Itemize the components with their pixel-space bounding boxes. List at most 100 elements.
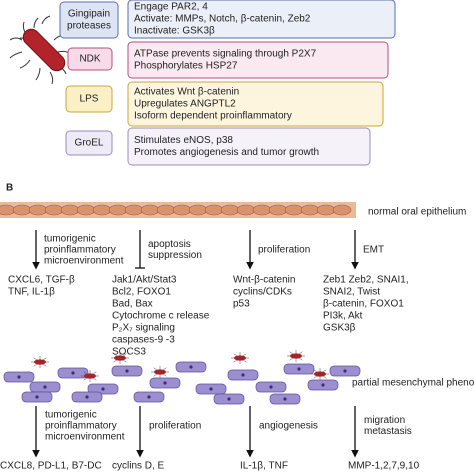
molecule-text: cyclins/CDKs	[233, 287, 292, 298]
effect-text: Stimulates eNOS, p38	[134, 135, 233, 146]
effect-text: Inactivate: GSK3β	[134, 26, 215, 37]
cells	[3, 350, 361, 405]
molecule-text: Bcl2, FOXO1	[112, 287, 171, 298]
epithelial-cell	[300, 204, 320, 216]
mesenchymal-label: partial mesenchymal phenotype	[352, 378, 474, 389]
arrow-label: metastasis	[364, 426, 412, 437]
arrow-label: tumorigenic	[44, 234, 96, 245]
arrow-label: microenvironment	[44, 256, 124, 267]
nucleus	[85, 395, 89, 399]
effect-box	[127, 0, 396, 39]
arrow-label: apoptosis	[148, 239, 191, 250]
agent-name: LPS	[80, 94, 99, 105]
arrow-label: migration	[364, 415, 405, 426]
arrow-label: proinflammatory	[44, 245, 116, 256]
nucleus	[125, 369, 129, 373]
bacterium	[290, 353, 302, 359]
bacterium-icon	[9, 15, 71, 85]
epithelial-cell	[172, 204, 192, 216]
nucleus	[43, 385, 47, 389]
epithelial-cell	[12, 204, 32, 216]
effect-text: Phosphorylates HSP27	[134, 61, 238, 72]
nucleus	[227, 397, 231, 401]
arrow-label: tumorigenic	[45, 410, 97, 421]
agent-name: Gingipain	[68, 9, 110, 20]
nucleus	[101, 387, 105, 391]
molecule-text: SNAI2, Twist	[323, 287, 380, 298]
molecule-text: cyclins D, E	[112, 461, 165, 472]
nucleus	[17, 375, 21, 379]
epithelial-cell	[268, 204, 288, 216]
nucleus	[297, 367, 301, 371]
molecule-text: CXCL8, PD-L1, B7-DC	[0, 461, 102, 472]
nucleus	[71, 371, 75, 375]
arrow-label: proinflammatory	[45, 421, 117, 432]
epithelial-cell	[284, 204, 304, 216]
epithelial-cell	[124, 204, 144, 216]
nucleus	[209, 387, 213, 391]
agent-name: NDK	[79, 54, 100, 65]
effect-text: Activate: MMPs, Notch, β-catenin, Zeb2	[134, 14, 311, 25]
epithelial-cell	[236, 204, 256, 216]
molecule-text: GSK3β	[323, 323, 356, 334]
nucleus	[269, 385, 273, 389]
agent-name: GroEL	[75, 138, 104, 149]
molecule-text: CXCL6, TGF-β	[8, 275, 75, 286]
agent-box	[65, 85, 113, 113]
epithelial-cell	[60, 204, 80, 216]
bacterium	[234, 355, 246, 361]
bacterium	[314, 371, 326, 377]
epithelial-cell	[204, 204, 224, 216]
epithelial-cell	[108, 204, 128, 216]
molecule-text: caspases-9 -3	[112, 335, 175, 346]
nucleus	[321, 383, 325, 387]
nucleus	[163, 381, 167, 385]
epithelial-cell	[220, 204, 240, 216]
molecule-text: PI3k, Akt	[323, 311, 363, 322]
nucleus	[147, 395, 151, 399]
panel-label: B	[6, 183, 13, 194]
epithelial-cell	[92, 204, 112, 216]
effect-text: Promotes angiogenesis and tumor growth	[134, 147, 319, 158]
molecule-text: TNF, IL-1β	[8, 287, 55, 298]
nucleus	[343, 369, 347, 373]
arrow-label: suppression	[148, 250, 202, 261]
effect-text: Upregulates ANGPTL2	[134, 99, 236, 110]
arrow-label: microenvironment	[45, 432, 125, 443]
effect-text: Engage PAR2, 4	[134, 2, 208, 13]
arrow-label: EMT	[363, 245, 384, 256]
epithelial-cell	[44, 204, 64, 216]
epithelium-label: normal oral epithelium	[368, 207, 466, 218]
arrow-label: proliferation	[258, 245, 310, 256]
agent-name: proteases	[67, 21, 111, 32]
molecule-text: Wnt-β-catenin	[233, 275, 295, 286]
molecule-text: Cytochrome c release	[112, 311, 210, 322]
nucleus	[35, 395, 39, 399]
epithelium	[0, 202, 356, 218]
molecule-text: IL-1β, TNF	[240, 461, 288, 472]
agent-box	[59, 1, 119, 39]
epithelial-cell	[140, 204, 160, 216]
epithelial-cell	[156, 204, 176, 216]
epithelial-cell	[316, 204, 336, 216]
molecule-text: MMP-1,2,7,9,10	[348, 461, 420, 472]
bacterium	[154, 369, 166, 375]
bacterium	[34, 359, 46, 365]
molecule-text: Bad, Bax	[112, 299, 153, 310]
bacterium	[114, 355, 126, 361]
molecule-text: SOCS3	[112, 347, 146, 358]
effect-text: ATPase prevents signaling through P2X7	[134, 49, 317, 60]
agent-box	[65, 130, 113, 156]
agent-box	[67, 47, 113, 71]
arrow-label: angiogenesis	[259, 421, 318, 432]
epithelial-cell	[76, 204, 96, 216]
epithelial-cell	[188, 204, 208, 216]
effect-text: Activates Wnt β-catenin	[134, 87, 239, 98]
arrow-label: proliferation	[149, 421, 201, 432]
nucleus	[189, 365, 193, 369]
effect-box	[127, 127, 371, 166]
epithelial-cell	[252, 204, 272, 216]
effect-box	[127, 81, 384, 127]
epithelial-cell	[332, 204, 352, 216]
